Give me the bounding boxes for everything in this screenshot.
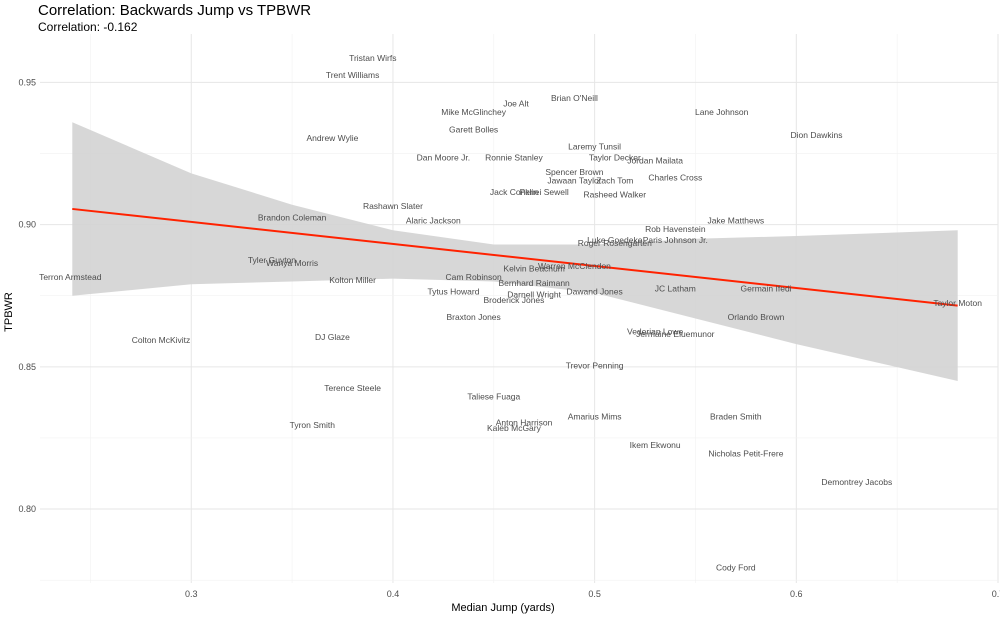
point-label: Paris Johnson Jr. [643,235,708,245]
point-label: Ronnie Stanley [485,153,543,163]
point-label: Taylor Decker [589,153,641,163]
point-label: Kolton Miller [329,275,376,285]
point-label: Warren McClendon [538,261,611,271]
point-label: Mike McGlinchey [441,107,506,117]
point-label: Spencer Brown [545,167,603,177]
point-label: Zach Tom [596,175,633,185]
y-tick-label: 0.80 [18,504,36,514]
point-label: Vederian Lowe [627,326,684,336]
point-label: Cody Ford [716,562,756,572]
grid-lines [40,34,999,583]
point-label: Trent Williams [326,70,380,80]
point-label: Kelvin Beachum [503,264,564,274]
point-label: Lane Johnson [695,107,749,117]
point-label: Brian O'Neill [551,93,598,103]
point-label: Kaleb McGary [487,423,542,433]
point-label: Trevor Penning [566,360,624,370]
point-label: Demontrey Jacobs [821,477,892,487]
point-label: Luke Goedeke [587,235,643,245]
point-label: Tyler Guyton [248,255,296,265]
point-label: Braxton Jones [446,312,500,322]
confidence-band [72,122,958,381]
point-label: Terron Armstead [39,272,102,282]
point-label: Andrew Wylie [306,133,358,143]
point-label: Jake Matthews [707,215,764,225]
point-label: Ikem Ekwonu [630,440,681,450]
x-axis-title: Median Jump (yards) [451,602,554,614]
y-tick-label: 0.95 [18,77,36,87]
point-label: Laremy Tunsil [568,141,621,151]
point-label: Taylor Moton [933,298,982,308]
point-label: Nicholas Petit-Frere [708,449,783,459]
x-tick-label: 0.3 [185,589,198,599]
point-label: Taliese Fuaga [467,392,520,402]
point-label: Germain Ifedi [741,284,792,294]
chart-title: Correlation: Backwards Jump vs TPBWR [38,2,312,19]
point-label: Charles Cross [648,173,702,183]
point-label: Rasheed Walker [584,190,647,200]
point-label: Cam Robinson [446,272,502,282]
point-label: Bernhard Raimann [498,278,570,288]
point-label: Terence Steele [324,383,381,393]
point-label: Wanya Morris [266,258,318,268]
point-label: JC Latham [655,284,696,294]
chart-subtitle: Correlation: -0.162 [38,20,138,34]
x-tick-label: 0.5 [588,589,601,599]
point-label: Joe Alt [503,99,529,109]
point-label: Penei Sewell [520,187,569,197]
point-label: Jack Conklin [490,187,538,197]
point-label: Jawaan Taylor [547,175,601,185]
y-tick-label: 0.85 [18,362,36,372]
point-label: Garett Bolles [449,124,498,134]
point-label: Amarius Mims [568,412,622,422]
point-label: Roger Rosengarten [578,238,652,248]
trend-line [72,207,958,307]
point-label: Dawand Jones [567,286,623,296]
point-label: Alaric Jackson [406,215,461,225]
y-axis-title: TPBWR [3,292,15,332]
point-labels: Tristan Wirfs Trent Williams Brian O'Neill… [39,53,982,572]
point-label: Tristan Wirfs [349,53,396,63]
point-label: Dan Moore Jr. [417,153,470,163]
x-tick-label: 0.4 [387,589,400,599]
point-label: Rob Havenstein [645,224,706,234]
point-label: DJ Glaze [315,332,350,342]
axis-ticks: 0.3 0.4 0.5 0.6 0.7 0.80 0.85 0.90 0.95 [18,77,1000,599]
point-label: Anton Harrison [496,417,553,427]
point-label: Orlando Brown [728,312,785,322]
point-label: Rashawn Slater [363,201,423,211]
point-label: Tyron Smith [290,420,336,430]
point-label: Brandon Coleman [258,212,327,222]
x-tick-label: 0.6 [790,589,803,599]
point-label: Colton McKivitz [132,335,191,345]
y-tick-label: 0.90 [18,220,36,230]
point-label: Darnell Wright [507,289,561,299]
point-label: Jordan Mailata [627,156,683,166]
point-label: Dion Dawkins [790,130,842,140]
point-label: Braden Smith [710,412,762,422]
point-label: Tytus Howard [427,286,479,296]
point-label: Broderick Jones [483,295,544,305]
point-label: Jermaine Eluemunor [636,329,715,339]
x-tick-label: 0.7 [992,589,1000,599]
